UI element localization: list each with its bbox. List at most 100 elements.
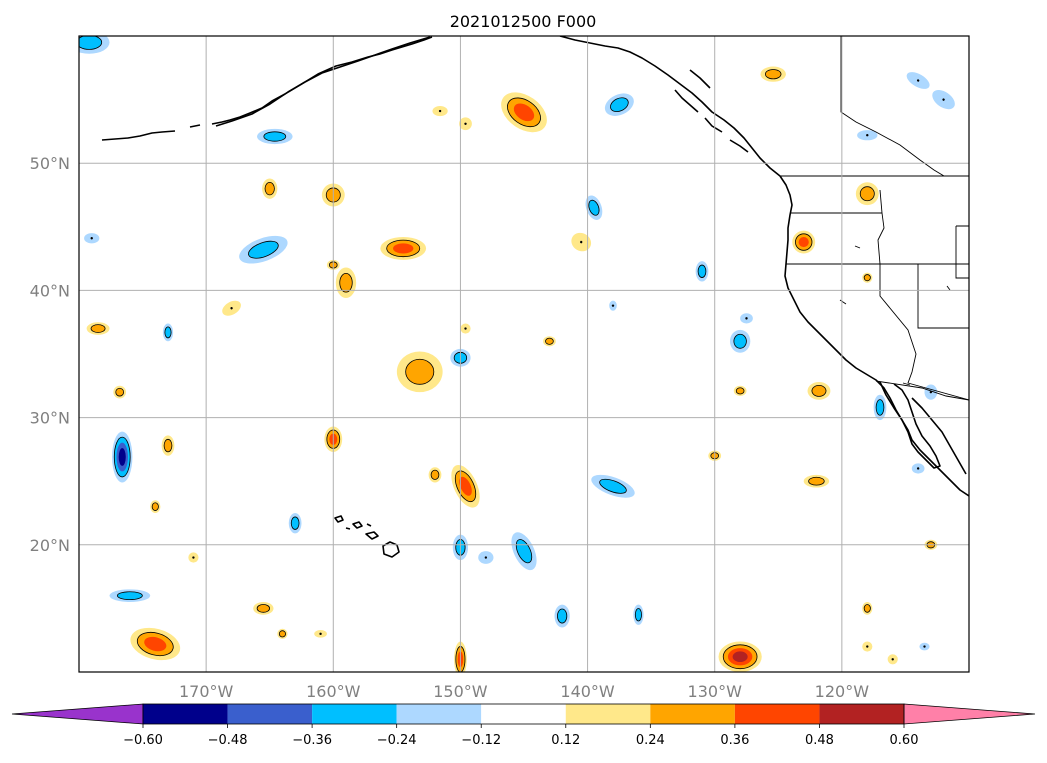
contour-fill [118,448,126,466]
anomaly-cell [428,467,442,483]
map-frame [78,35,970,673]
anomaly-cell [257,128,293,145]
contour-fill [79,36,103,50]
hawaii-big-island [382,541,400,558]
colorbar-tick-label: 0.36 [720,733,749,748]
anomaly-cell [162,323,174,342]
contour-center [464,122,467,125]
anomaly-cell [873,394,887,421]
anomaly-cell [335,267,357,299]
contour-fill [339,272,353,293]
colorbar-segment [396,704,482,724]
anomaly-cell [161,435,175,456]
anomaly-cell [478,551,494,564]
hawaii-small-islands [345,523,372,530]
gulf-of-california-coast [911,397,967,475]
anomaly-cell [729,329,751,353]
anomaly-cell [740,313,753,324]
gulf-of-alaska-coast [559,36,781,177]
anomaly-cell [591,474,635,498]
contour-center [319,632,322,636]
anomaly-cell [396,351,443,393]
contour-fill [610,97,629,113]
colorbar-segment [565,704,651,724]
anomaly-cell [571,232,592,252]
contour-fill [863,274,871,282]
contour-fill [588,199,600,216]
contour-fill [735,387,745,395]
contour-fill [515,539,533,564]
contour-fill [732,651,748,663]
lakes [839,245,951,305]
contour-fill [599,478,627,494]
anomaly-cell [855,182,879,206]
contour-center [866,645,869,648]
contour-fill [764,69,782,80]
anomaly-cell [862,602,873,615]
anomaly-cell [79,36,110,54]
contour-fill [290,516,300,530]
graticule [79,36,969,672]
colorbar-frame [142,703,905,725]
contour-fill [634,608,642,622]
anomaly-cell [911,463,925,474]
lon-tick-label: 130°W [688,682,743,701]
colorbar-tick-label: −0.48 [208,733,248,748]
anomaly-cell [86,322,110,335]
anomaly-cell [609,300,617,311]
anomaly-cell [511,532,537,571]
longitude-tick-labels: 170°W 160°W 150°W 140°W 130°W 120°W [179,682,869,701]
lon-tick-label: 160°W [306,682,361,701]
contour-center [916,467,920,470]
contour-fill [808,476,825,486]
contour-center [484,556,488,559]
north-america-west-coast [779,175,969,497]
anomaly-cell [803,474,830,488]
contour-fill [557,608,568,624]
anomaly-cell [109,589,151,603]
hawaii-oahu [352,521,363,529]
contour-fill [144,636,167,652]
contour-fill [256,604,271,613]
colorbar-segment [481,704,566,724]
colorbar: −0.60 −0.48 −0.36 −0.24 −0.12 0.12 0.24 0.36 0.4… [11,703,1036,748]
contour-center [866,134,869,137]
colorbar-extend-high [903,703,1036,725]
lon-tick-label: 170°W [179,682,234,701]
anomaly-cell [633,604,644,625]
contour-fill [264,181,275,196]
anomaly-cell [432,105,448,117]
us-state-borders [786,189,969,401]
colorbar-segment [650,704,735,724]
contour-fill [430,469,440,480]
anomaly-cell [857,130,878,141]
colorbar-tick-label: 0.12 [551,733,580,748]
anomaly-cell [222,300,241,316]
contour-fill [875,399,885,416]
anomaly-cell [887,654,898,665]
contour-fill [393,243,414,254]
contour-fill [859,186,875,202]
anomaly-cell [253,602,274,615]
lat-tick-label: 50°N [30,154,70,173]
lat-tick-label: 40°N [30,281,70,300]
anomaly-cell [112,431,133,483]
anomaly-cell [130,627,181,661]
latitude-tick-labels: 50°N 40°N 30°N 20°N [30,154,70,555]
colorbar-extend-low [11,703,144,725]
hawaii-kauai [334,515,344,523]
anomaly-cell [262,178,278,199]
colorbar-tick-label: 0.60 [890,733,919,748]
contour-fill [405,358,435,385]
contour-center [230,307,233,310]
anomaly-cell [862,272,873,283]
alaska-canada-border [840,36,945,177]
anomaly-cell [760,66,786,82]
colorbar-segment [819,704,904,724]
anomaly-cell [604,93,634,116]
lon-tick-label: 140°W [560,682,615,701]
colorbar-tick-label: −0.60 [123,733,163,748]
contour-center [916,79,920,82]
southeast-alaska-islands [674,69,749,153]
contour-center [923,645,926,648]
